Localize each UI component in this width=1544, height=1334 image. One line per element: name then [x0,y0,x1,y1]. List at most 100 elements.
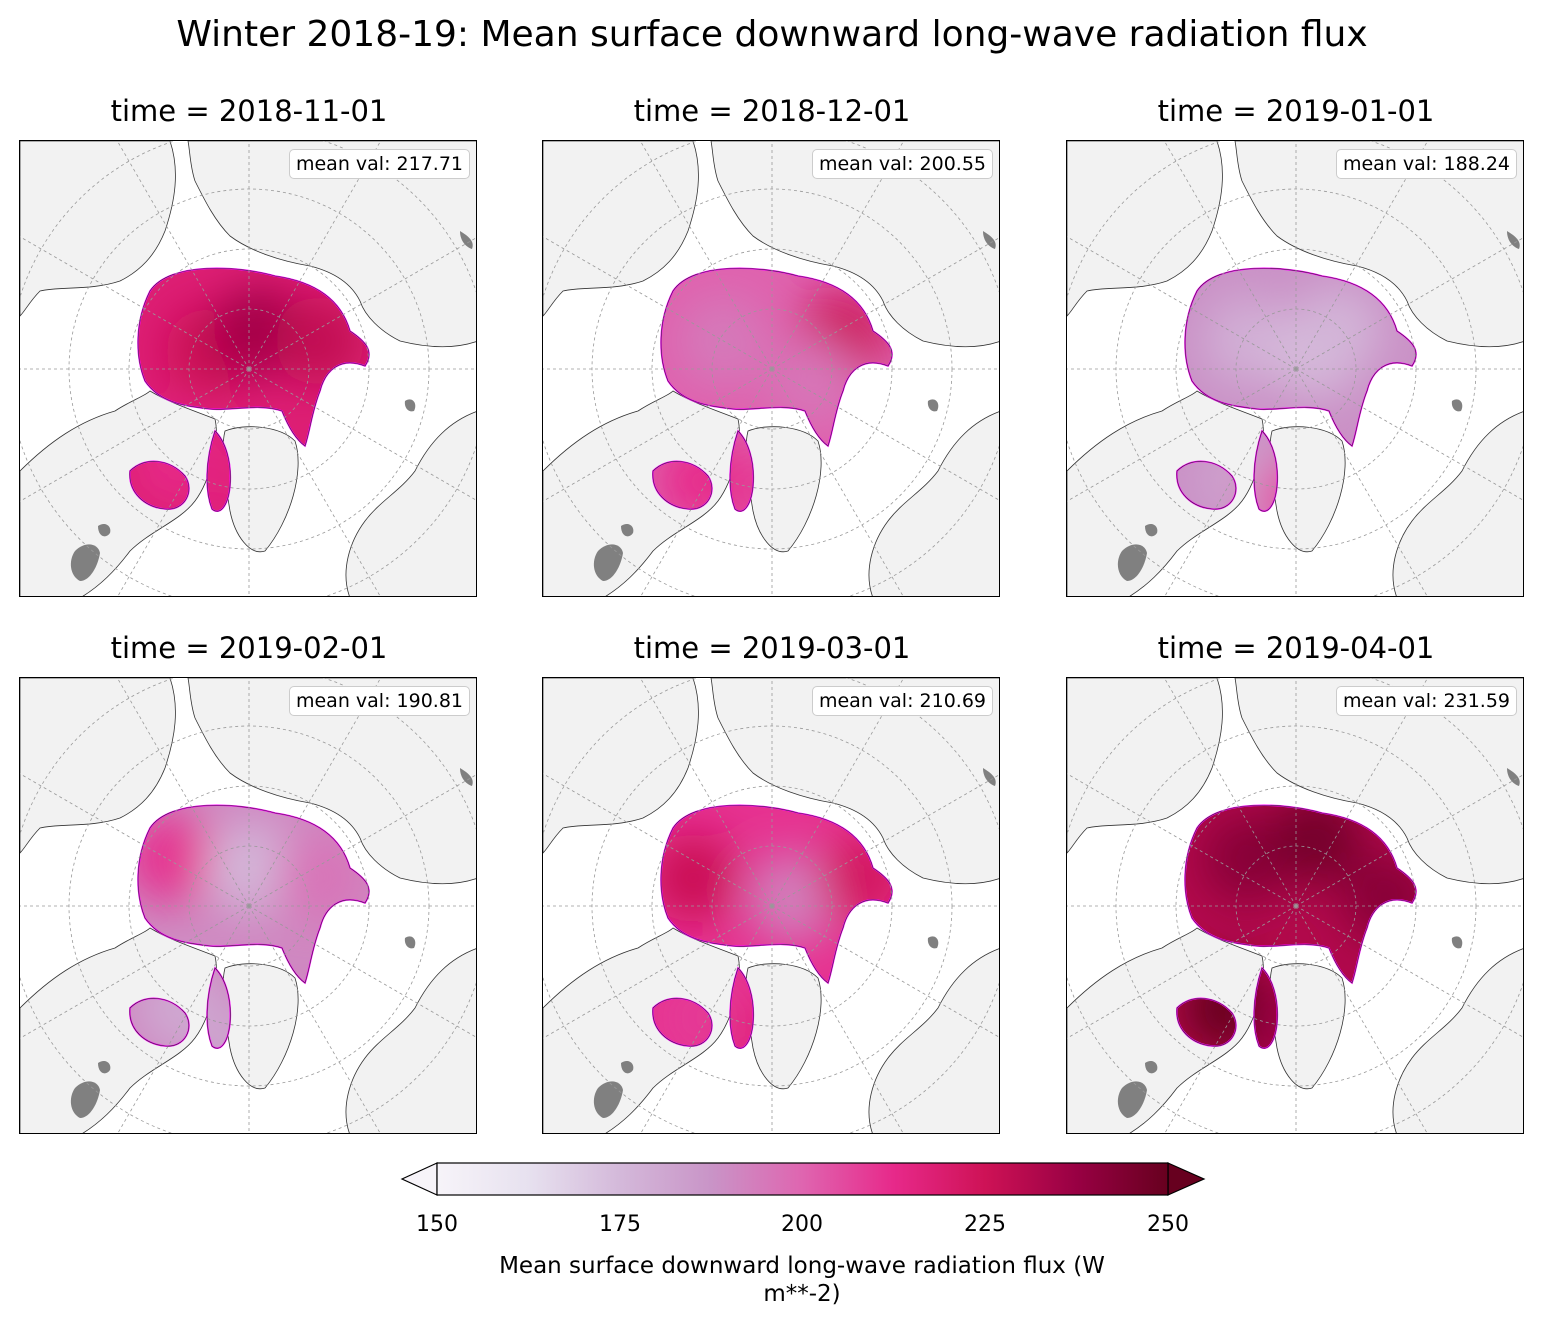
meridian-gridline [248,774,476,907]
lake-shape [1451,936,1463,949]
land-asia [1234,141,1523,348]
meridian-gridline [248,141,382,370]
coastline [206,430,231,512]
map-panel-1: mean val: 217.71 [19,140,477,597]
mean-value-box-5: mean val: 210.69 [811,686,993,716]
panel-title-5: time = 2019-03-01 [633,631,911,665]
lake-shape [98,1060,111,1074]
meridian-gridline [1067,368,1297,502]
meridian-gridline [1163,141,1297,370]
meridian-gridline [20,773,250,907]
meridian-gridline [1295,141,1429,370]
lake-shape [593,544,623,581]
lake-shape [460,768,473,786]
land-europe [1392,411,1523,596]
land-alaska [543,141,699,317]
map-panel-4: mean val: 190.81 [19,677,477,1134]
meridian-gridline [771,774,999,907]
meridian-gridline [117,368,250,596]
meridian-gridline [1067,773,1297,907]
land-north-america [20,927,217,1133]
meridian-gridline [1295,774,1523,907]
meridian-gridline [771,237,999,370]
coastline [137,804,370,984]
lake-shape [983,231,996,249]
meridian-gridline [1295,905,1428,1133]
arctic-map-4 [20,678,476,1133]
meridian-gridline [20,905,250,1039]
lake-shape [983,768,996,786]
panel-title-1: time = 2018-11-01 [110,94,388,128]
land-asia [187,678,476,885]
land-alaska [543,678,699,854]
meridian-gridline [1067,236,1297,370]
meridian-gridline [639,678,773,907]
meridian-gridline [1295,368,1523,501]
panel-title-3: time = 2019-01-01 [1157,94,1435,128]
lake-shape [460,231,473,249]
meridian-gridline [543,368,773,502]
coastline [129,998,190,1047]
meridian-gridline [116,141,250,370]
land-north-america [543,390,740,596]
land-north-america [20,390,217,596]
arctic-map-2 [543,141,999,596]
meridian-gridline [1295,368,1428,596]
lake-shape [98,523,111,537]
colorbar [400,1162,1206,1196]
meridian-gridline [20,236,250,370]
land-asia [710,141,999,348]
figure-title: Winter 2018-19: Mean surface downward lo… [176,14,1368,55]
meridian-gridline [1164,368,1297,596]
mean-value-box-3: mean val: 188.24 [1335,149,1517,179]
colorbar-label-line-2: m**-2) [763,1281,841,1307]
meridian-gridline [771,905,999,1038]
colorbar-extend-min [400,1162,438,1196]
coastline [729,967,754,1049]
colorbar-tick-250: 250 [1147,1212,1189,1237]
coastline [1253,430,1278,512]
arctic-map-1 [20,141,476,596]
meridian-gridline [117,905,250,1133]
lake-shape [404,399,416,412]
colorbar-tick-150: 150 [416,1212,458,1237]
land-alaska [1067,678,1223,854]
panel-title-2: time = 2018-12-01 [633,94,911,128]
meridian-gridline [543,773,773,907]
meridian-gridline [248,905,381,1133]
coastline [129,461,190,510]
lake-shape [1117,544,1147,581]
coastline [206,967,231,1049]
meridian-gridline [640,905,773,1133]
panel-title-6: time = 2019-04-01 [1157,631,1435,665]
land-asia [187,141,476,348]
land-asia [1234,678,1523,885]
coastline [137,267,370,447]
meridian-gridline [771,141,905,370]
colorbar-gradient [400,1162,1206,1196]
coastline [652,998,713,1047]
coastline [1253,967,1278,1049]
lake-shape [70,544,100,581]
lake-shape [1117,1081,1147,1118]
colorbar-label: Mean surface downward long-wave radiatio… [0,1252,1544,1308]
lake-shape [1145,523,1158,537]
map-panel-5: mean val: 210.69 [542,677,1000,1134]
meridian-gridline [639,141,773,370]
meridian-gridline [20,368,250,502]
meridian-gridline [640,368,773,596]
colorbar-tick-225: 225 [964,1212,1006,1237]
meridian-gridline [248,368,476,501]
land-north-america [1067,390,1264,596]
colorbar-body [436,1162,1169,1196]
lake-shape [621,1060,634,1074]
meridian-gridline [1163,678,1297,907]
land-alaska [20,141,176,317]
meridian-gridline [116,678,250,907]
map-panel-2: mean val: 200.55 [542,140,1000,597]
meridian-gridline [1067,905,1297,1039]
meridian-gridline [771,368,999,501]
meridian-gridline [771,905,904,1133]
colorbar-tick-175: 175 [599,1212,641,1237]
coastline [1184,804,1417,984]
